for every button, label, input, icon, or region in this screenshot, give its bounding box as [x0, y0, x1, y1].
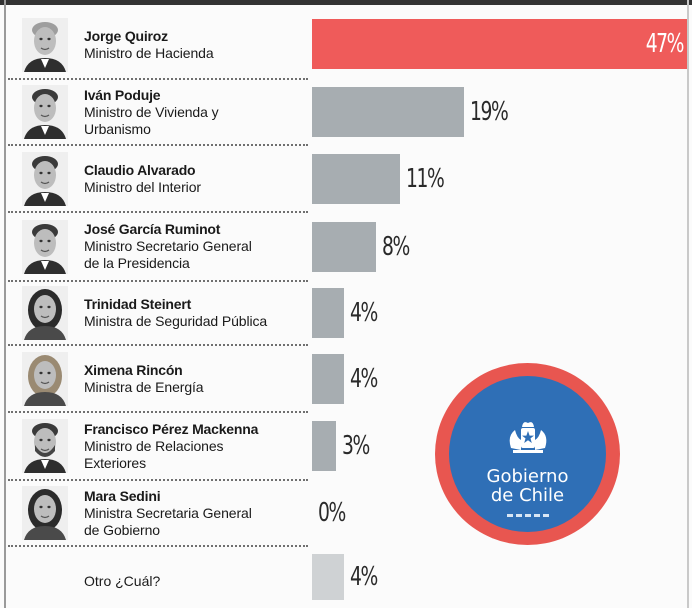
avatar — [22, 486, 68, 540]
portrait-jose-garcia-ruminot-icon — [22, 220, 68, 274]
row-divider — [8, 344, 308, 346]
candidate-row: José García Ruminot Ministro Secretario G… — [0, 211, 692, 281]
bar-highlight — [312, 19, 687, 69]
other-row: Otro ¿Cuál? 4% — [0, 545, 692, 608]
candidate-name: Jorge Quiroz — [84, 28, 168, 44]
candidate-row: Iván Poduje Ministro de Vivienda y Urbanis… — [0, 78, 692, 145]
avatar — [22, 419, 68, 473]
candidate-row: Claudio Alvarado Ministro del Interior 11% — [0, 144, 692, 212]
bar — [312, 554, 344, 600]
candidate-role: Ministra de Energía — [84, 379, 204, 395]
candidate-role: Exteriores — [84, 455, 147, 471]
avatar — [22, 352, 68, 406]
avatar — [22, 286, 68, 340]
right-border — [687, 0, 689, 608]
gobierno-de-chile-emblem-icon — [509, 422, 547, 453]
portrait-francisco-perez-mackenna-icon — [22, 419, 68, 473]
other-option-label: Otro ¿Cuál? — [84, 572, 161, 589]
row-divider — [8, 78, 308, 80]
gobierno-de-chile-logo: Gobierno de Chile — [435, 363, 620, 545]
data-label: 4% — [350, 562, 378, 592]
data-label: 19% — [470, 97, 509, 127]
portrait-ivan-poduje-icon — [22, 85, 68, 139]
row-divider — [8, 211, 308, 213]
candidate-role: Ministro de Vivienda y — [84, 104, 219, 120]
candidate-label: Jorge Quiroz Ministro de Hacienda — [84, 28, 306, 62]
candidate-row: Mara Sedini Ministra Secretaria General de… — [0, 479, 692, 546]
candidate-label: José García Ruminot Ministro Secretario G… — [84, 221, 306, 272]
candidate-role: Ministra de Seguridad Pública — [84, 313, 268, 329]
candidate-name: José García Ruminot — [84, 221, 221, 237]
logo-text-line-2: de Chile — [490, 485, 565, 506]
data-label: 4% — [350, 364, 378, 394]
logo-inner-disc — [449, 376, 606, 532]
data-label: 47% — [645, 29, 685, 59]
left-border — [4, 0, 6, 608]
candidate-name: Iván Poduje — [84, 87, 161, 103]
bar — [312, 288, 344, 338]
candidate-label: Iván Poduje Ministro de Vivienda y Urbanis… — [84, 87, 306, 138]
candidate-name: Ximena Rincón — [84, 362, 183, 378]
top-rule — [0, 0, 692, 5]
portrait-mara-sedini-icon — [22, 486, 68, 540]
avatar — [22, 85, 68, 139]
candidate-row: Francisco Pérez Mackenna Ministro de Rela… — [0, 411, 692, 480]
candidate-label: Claudio Alvarado Ministro del Interior — [84, 162, 306, 196]
data-label: 3% — [342, 431, 370, 461]
candidate-label: Trinidad Steinert Ministra de Seguridad P… — [84, 296, 306, 330]
avatar — [22, 152, 68, 206]
candidate-label: Mara Sedini Ministra Secretaria General de… — [84, 488, 306, 539]
portrait-trinidad-steinert-icon — [22, 286, 68, 340]
bar — [312, 154, 400, 204]
candidate-row: Ximena Rincón Ministra de Energía 4% — [0, 344, 692, 412]
logo-dashed-line — [507, 514, 549, 517]
row-divider — [8, 411, 308, 413]
candidate-role: Ministro de Hacienda — [84, 45, 214, 61]
portrait-ximena-rincon-icon — [22, 352, 68, 406]
data-label: 0% — [318, 498, 346, 528]
candidate-row: Trinidad Steinert Ministra de Seguridad P… — [0, 280, 692, 345]
candidate-role: Ministro del Interior — [84, 179, 201, 195]
bar — [312, 421, 336, 471]
candidate-row: Jorge Quiroz Ministro de Hacienda 47% — [0, 10, 692, 80]
candidate-label: Ximena Rincón Ministra de Energía — [84, 362, 306, 396]
data-label: 8% — [382, 232, 410, 262]
avatar — [22, 220, 68, 274]
bar — [312, 87, 464, 137]
candidate-label: Francisco Pérez Mackenna Ministro de Rela… — [84, 421, 306, 472]
data-label: 11% — [406, 164, 445, 194]
candidate-role: Ministro de Relaciones — [84, 438, 224, 454]
candidate-role: de Gobierno — [84, 522, 160, 538]
data-label: 4% — [350, 298, 378, 328]
candidate-role: Urbanismo — [84, 121, 151, 137]
candidate-name: Mara Sedini — [84, 488, 161, 504]
bar — [312, 222, 376, 272]
candidate-name: Claudio Alvarado — [84, 162, 196, 178]
row-divider — [8, 280, 308, 282]
candidate-role: Ministro Secretario General — [84, 238, 252, 254]
avatar — [22, 18, 68, 72]
portrait-claudio-alvarado-icon — [22, 152, 68, 206]
bar — [312, 354, 344, 404]
row-divider — [8, 144, 308, 146]
row-divider — [8, 479, 308, 481]
row-divider — [8, 545, 308, 547]
candidate-role: de la Presidencia — [84, 255, 190, 271]
candidate-role: Ministra Secretaria General — [84, 505, 252, 521]
logo-text-line-1: Gobierno — [486, 466, 569, 487]
candidate-name: Francisco Pérez Mackenna — [84, 421, 259, 437]
portrait-jorge-quiroz-icon — [22, 18, 68, 72]
candidate-name: Trinidad Steinert — [84, 296, 192, 312]
